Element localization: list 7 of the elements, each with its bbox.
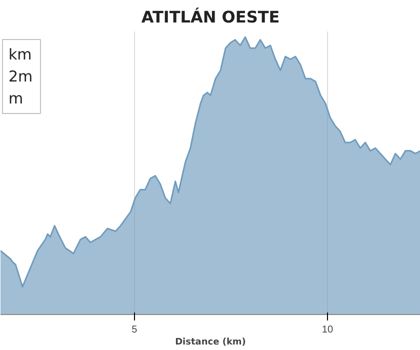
annotation: 2m	[8, 68, 33, 86]
x-tick-label: 5	[132, 324, 138, 336]
annotation: m	[8, 90, 24, 108]
x-axis-title: Distance (km)	[175, 338, 246, 348]
x-tick-label: 10	[322, 324, 334, 336]
chart-title: ATITLÁN OESTE	[141, 8, 280, 26]
annotation: km	[8, 46, 32, 64]
